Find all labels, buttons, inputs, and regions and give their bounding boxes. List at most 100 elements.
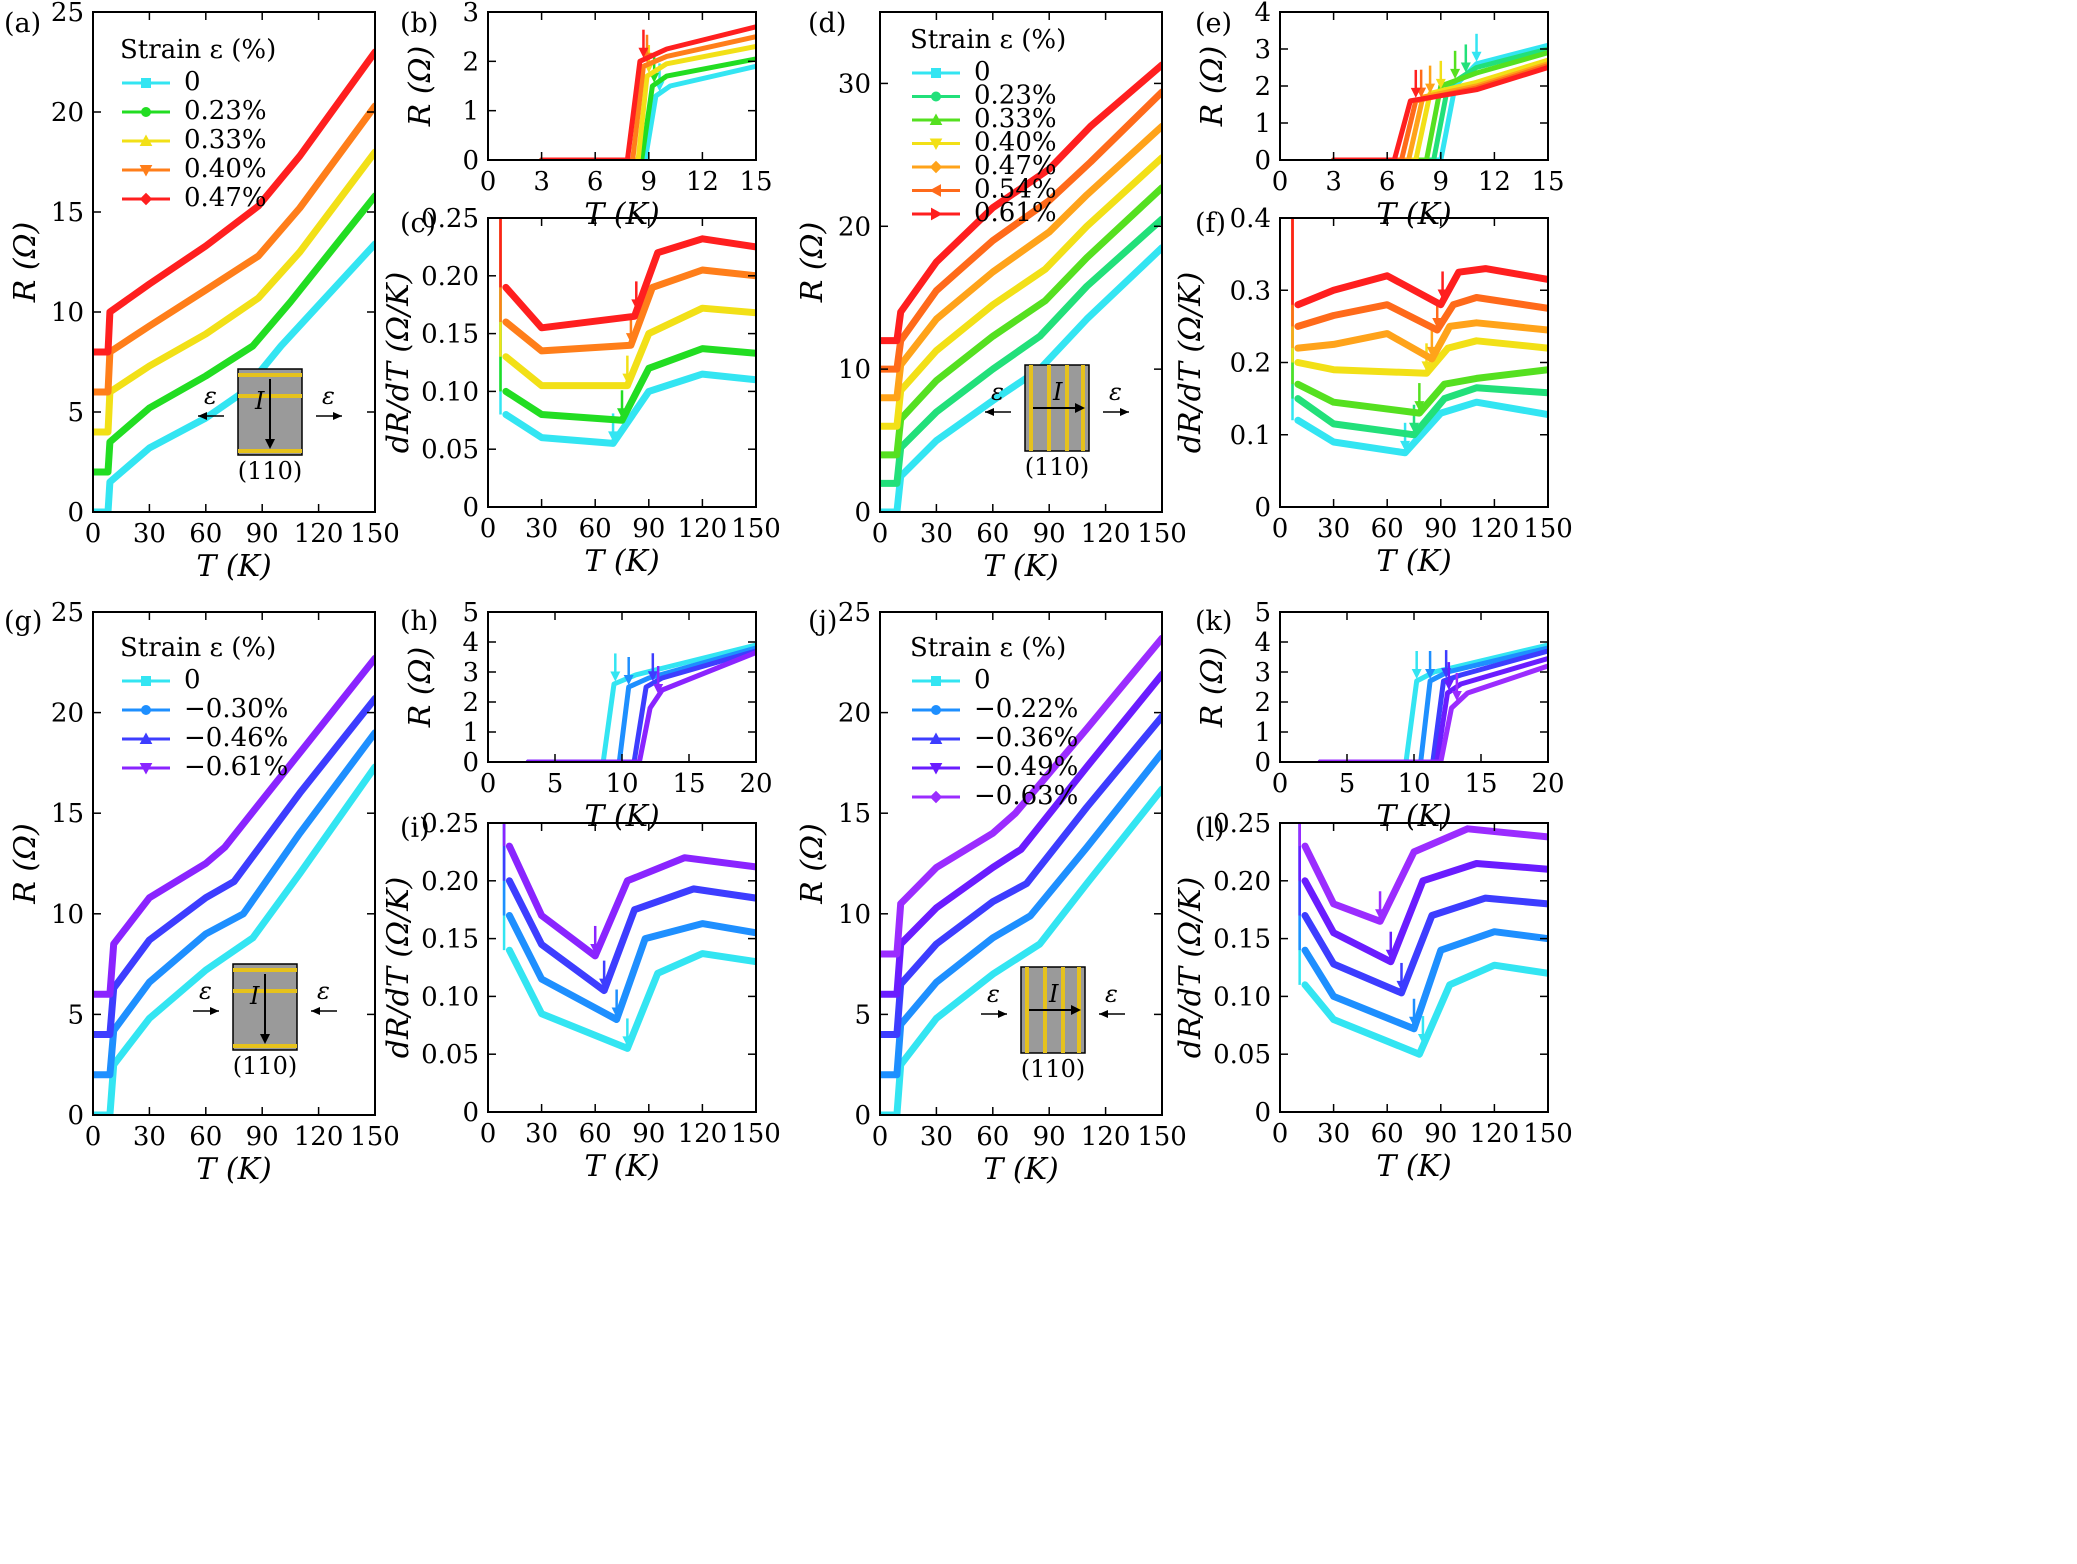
y-tick-label: 0.15 [421,925,479,955]
x-axis-label: T (K) [196,549,271,584]
tc-arrowhead [1421,361,1432,372]
x-axis-label: T (K) [584,1149,659,1184]
y-tick-label: 25 [51,598,84,628]
legend-entry: 0.23% [184,96,267,126]
panel-f: 0 30 60 90 120 150 0 0.1 0.2 0.3 0.4 T (K) dR/dT (Ω/… [1173,204,1573,579]
y-tick-label: 5 [1254,598,1271,628]
current-label: I [254,387,265,415]
x-tick-label: 0 [872,1122,889,1152]
x-tick-label: 10 [1397,769,1430,799]
series-line-l-0 [1301,961,1548,1058]
legend-entry: 0.47% [974,151,1057,181]
legend-entry: 0.47% [184,183,267,213]
series-line-b-1 [539,56,756,160]
series-line-f-2 [1294,366,1548,417]
legend-entry: 0 [184,67,201,97]
legend-entry: 0.33% [974,104,1057,134]
x-tick-label: 3 [533,167,550,197]
y-tick-label: 0.05 [421,435,479,465]
tc-arrowhead [623,675,634,685]
legend-marker [929,184,941,197]
tc-arrowhead [1400,440,1411,451]
legend-entry: 0.54% [974,175,1057,205]
x-tick-label: 0 [85,519,102,549]
y-axis-label: dR/dT (Ω/K) [1173,272,1208,453]
series-line-g-0 [93,763,375,1115]
x-axis-label: T (K) [584,197,659,232]
y-tick-label: 0.20 [421,262,479,292]
legend-entry: −0.36% [974,723,1078,753]
x-tick-label: 5 [547,769,564,799]
x-tick-label: 60 [579,1119,612,1149]
panel-label: (d) [808,8,846,39]
x-tick-label: 120 [294,1122,344,1152]
tc-arrowhead [1396,980,1407,991]
y-tick-label: 0 [1254,146,1271,176]
plot-frame [487,217,757,508]
electrode-stripe [1025,967,1029,1053]
y-tick-label: 5 [854,1000,871,1030]
data-area [1291,218,1548,457]
x-tick-label: 60 [1371,514,1404,544]
current-arrowhead [1071,1005,1081,1015]
y-tick-label: 1 [1254,109,1271,139]
series-line-f-6 [1294,265,1548,309]
x-tick-label: 150 [1137,519,1187,549]
x-axis-label: T (K) [1376,544,1451,579]
tc-arrowhead [1409,1016,1419,1027]
legend: Strain ε (%)0−0.22%−0.36%−0.49%−0.63% [910,633,1078,811]
strain-arrowhead [1099,1010,1108,1018]
series-line-a-0 [93,240,375,512]
y-tick-label: 0.20 [421,867,479,897]
x-tick-label: 30 [133,1122,166,1152]
panel-label: (i) [400,813,430,844]
tc-arrowhead [625,333,636,344]
y-tick-label: 0.3 [1230,276,1271,306]
x-tick-label: 15 [739,167,772,197]
data-area [525,642,756,762]
x-axis-label: T (K) [196,1152,271,1187]
data-area [880,61,1162,512]
tc-arrowhead [1375,909,1386,920]
legend-marker [931,207,943,221]
legend-entry: −0.61% [184,752,288,782]
strain-arrowhead [998,1010,1007,1018]
y-axis-label: R (Ω) [795,222,830,303]
legend-marker [139,165,153,177]
legend-title: Strain ε (%) [120,35,276,65]
plane-label: (110) [238,457,303,485]
panel-l: 0 30 60 90 120 150 0 0.05 0.10 0.15 0.20 0.25 T (K) d… [1173,809,1573,1184]
tc-arrowhead [1411,669,1422,679]
tc-arrowhead [1385,949,1396,960]
plane-label: (110) [1025,453,1090,481]
y-tick-label: 0 [462,1098,479,1128]
x-tick-label: 12 [1478,167,1511,197]
sample-inset: Iε ε (110) [193,963,337,1080]
tc-arrowhead [1425,669,1436,679]
series-line-g-2 [93,695,375,1038]
y-tick-label: 30 [838,69,871,99]
electrode-stripe [233,968,297,972]
x-tick-label: 150 [731,514,781,544]
y-axis-label: R (Ω) [1195,647,1230,728]
x-axis-label: T (K) [1376,197,1451,232]
y-tick-label: 1 [1254,718,1271,748]
plot-frame [92,611,376,1116]
legend-marker [139,192,153,206]
series-line-a-3 [93,102,375,396]
legend-marker [929,732,943,744]
strain-arrowhead [985,408,994,416]
y-tick-label: 0 [1254,1098,1271,1128]
strain-arrowhead [333,412,342,420]
sample-inset: Iε ε (110) [198,368,342,485]
x-tick-label: 30 [920,519,953,549]
series-line-g-3 [93,654,375,998]
x-tick-label: 0 [1272,514,1289,544]
x-tick-label: 90 [632,1119,665,1149]
y-axis-label: dR/dT (Ω/K) [1173,877,1208,1058]
y-tick-label: 0.10 [421,982,479,1012]
current-label: I [249,982,260,1010]
strain-arrowhead [210,1007,219,1015]
series-line-l-1 [1301,928,1548,1033]
tc-arrowhead [647,671,658,682]
